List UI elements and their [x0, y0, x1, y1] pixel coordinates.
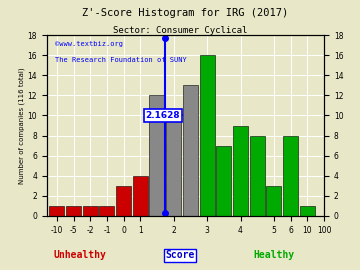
Bar: [149, 95, 165, 216]
Bar: [250, 136, 265, 216]
Text: ©www.textbiz.org: ©www.textbiz.org: [55, 40, 123, 46]
Bar: [133, 176, 148, 216]
Bar: [266, 186, 282, 216]
Bar: [233, 126, 248, 216]
Bar: [300, 206, 315, 216]
Bar: [116, 186, 131, 216]
Bar: [83, 206, 98, 216]
Text: 2.1628: 2.1628: [145, 111, 180, 120]
Text: The Research Foundation of SUNY: The Research Foundation of SUNY: [55, 57, 187, 63]
Bar: [199, 55, 215, 216]
Text: Sector: Consumer Cyclical: Sector: Consumer Cyclical: [113, 26, 247, 35]
Bar: [66, 206, 81, 216]
Text: Unhealthy: Unhealthy: [54, 250, 107, 260]
Bar: [166, 116, 181, 216]
Bar: [283, 136, 298, 216]
Title: Z'-Score Histogram for IRG (2017): Z'-Score Histogram for IRG (2017): [82, 8, 288, 18]
Bar: [183, 85, 198, 216]
Bar: [49, 206, 64, 216]
Text: Healthy: Healthy: [253, 250, 295, 260]
Text: Score: Score: [165, 250, 194, 260]
Y-axis label: Number of companies (116 total): Number of companies (116 total): [18, 67, 25, 184]
Bar: [99, 206, 114, 216]
Bar: [216, 146, 231, 216]
